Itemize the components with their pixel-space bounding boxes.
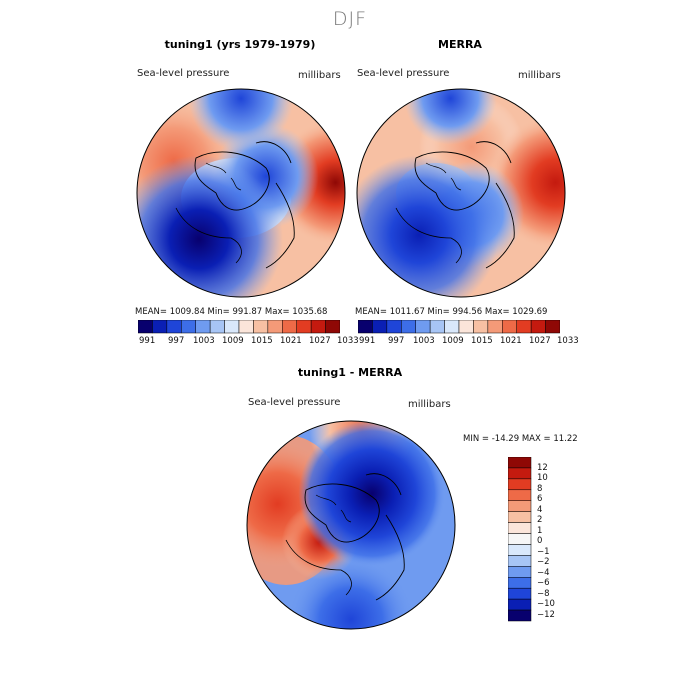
colorbar-swatch (310, 320, 326, 334)
panel3-tick: 6 (537, 494, 543, 504)
panel2-tick: 1033 (557, 336, 579, 346)
figure-title: DJF (332, 8, 368, 30)
panel1-stats: MEAN= 1009.84 Min= 991.87 Max= 1035.68 (135, 307, 328, 317)
colorbar-swatch (508, 587, 532, 600)
panel2-tick: 1015 (471, 336, 493, 346)
colorbar-swatch (508, 478, 532, 491)
colorbar-swatch (401, 320, 416, 334)
colorbar-swatch (508, 577, 532, 589)
colorbar-swatch (372, 320, 388, 334)
colorbar-swatch (444, 320, 460, 334)
panel3-tick: −1 (537, 547, 550, 557)
panel3-tick: −2 (537, 557, 550, 567)
panel2-polar-map (356, 88, 566, 298)
panel3-tick: −8 (537, 589, 550, 599)
panel3-tick: −6 (537, 578, 550, 588)
colorbar-swatch (325, 320, 340, 334)
colorbar-swatch (508, 511, 532, 523)
panel2-title: MERRA (438, 38, 482, 51)
panel1-units-label: millibars (298, 70, 341, 81)
panel1-tick: 1027 (309, 336, 331, 346)
colorbar-swatch (508, 566, 532, 578)
colorbar-swatch (508, 533, 532, 545)
panel1-polar-map (136, 88, 346, 298)
panel1-tick: 1033 (337, 336, 359, 346)
panel3-colorbar (508, 457, 532, 622)
colorbar-swatch (224, 320, 240, 334)
panel3-tick: 8 (537, 484, 543, 494)
panel2-tick: 1009 (442, 336, 464, 346)
panel3-tick: 10 (537, 473, 548, 483)
panel2-colorbar-ticks: 991 997 1003 1009 1015 1021 1027 1033 (358, 336, 579, 348)
colorbar-swatch (516, 320, 532, 334)
panel1-tick: 1009 (222, 336, 244, 346)
panel2-stats: MEAN= 1011.67 Min= 994.56 Max= 1029.69 (355, 307, 548, 317)
panel2-variable-label: Sea-level pressure (357, 68, 450, 79)
colorbar-swatch (508, 500, 532, 512)
colorbar-swatch (282, 320, 297, 334)
panel2-units-label: millibars (518, 70, 561, 81)
panel1-tick: 997 (168, 336, 185, 346)
colorbar-swatch (386, 320, 402, 334)
colorbar-swatch (530, 320, 546, 334)
panel3-colorbar-ticks: 12 10 8 6 4 2 1 0 −1 −2 −4 −6 −8 −10 −12 (537, 457, 577, 627)
panel3-title: tuning1 - MERRA (297, 366, 403, 379)
colorbar-swatch (181, 320, 196, 334)
panel1-tick: 991 (139, 336, 156, 346)
panel2-tick: 1003 (413, 336, 435, 346)
colorbar-swatch (508, 522, 532, 534)
panel1-colorbar-ticks: 991 997 1003 1009 1015 1021 1027 1033 (138, 336, 359, 348)
colorbar-swatch (487, 320, 503, 334)
panel3-units-label: millibars (408, 399, 451, 410)
panel3-polar-map (246, 420, 456, 630)
colorbar-swatch (267, 320, 283, 334)
colorbar-swatch (209, 320, 225, 334)
colorbar-swatch (458, 320, 474, 334)
colorbar-swatch (195, 320, 211, 334)
colorbar-swatch (473, 320, 489, 334)
panel2-colorbar (358, 320, 560, 334)
panel1-tick: 1015 (251, 336, 273, 346)
panel1-title: tuning1 (yrs 1979-1979) (164, 38, 316, 51)
panel3-tick: 1 (537, 526, 543, 536)
colorbar-swatch (415, 320, 431, 334)
panel3-variable-label: Sea-level pressure (248, 397, 341, 408)
panel3-tick: 4 (537, 505, 543, 515)
colorbar-swatch (358, 320, 373, 334)
panel1-variable-label: Sea-level pressure (137, 68, 230, 79)
panel1-colorbar-swatches (138, 320, 340, 334)
colorbar-swatch (138, 320, 153, 334)
colorbar-swatch (296, 320, 312, 334)
colorbar-swatch (545, 320, 560, 334)
colorbar-swatch (253, 320, 269, 334)
panel2-tick: 991 (359, 336, 376, 346)
panel1-tick: 1021 (280, 336, 302, 346)
colorbar-swatch (429, 320, 445, 334)
colorbar-swatch (152, 320, 168, 334)
panel3-tick: 0 (537, 536, 543, 546)
colorbar-swatch (508, 609, 532, 622)
panel3-tick: −4 (537, 568, 550, 578)
panel2-tick: 1027 (529, 336, 551, 346)
panel1-colorbar (138, 320, 340, 334)
colorbar-swatch (502, 320, 517, 334)
colorbar-swatch (166, 320, 182, 334)
panel3-tick: 12 (537, 463, 548, 473)
panel2-colorbar-swatches (358, 320, 560, 334)
panel2-tick: 997 (388, 336, 405, 346)
colorbar-swatch (508, 544, 532, 556)
panel1-tick: 1003 (193, 336, 215, 346)
panel3-tick: −10 (537, 599, 555, 609)
colorbar-swatch (508, 457, 532, 469)
panel3-tick: 2 (537, 515, 543, 525)
panel3-colorbar-swatches (508, 457, 532, 622)
panel3-tick: −12 (537, 610, 555, 620)
colorbar-swatch (508, 489, 532, 501)
colorbar-swatch (508, 555, 532, 567)
colorbar-swatch (238, 320, 254, 334)
colorbar-swatch (508, 467, 532, 480)
colorbar-swatch (508, 598, 532, 611)
panel3-stats: MIN = -14.29 MAX = 11.22 (463, 434, 578, 444)
panel2-tick: 1021 (500, 336, 522, 346)
